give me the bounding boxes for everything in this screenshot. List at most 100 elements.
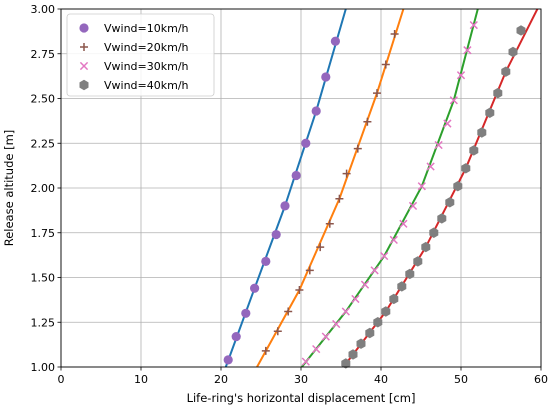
data-point-series-1	[321, 72, 331, 82]
legend-marker-series-3	[79, 61, 89, 71]
data-point-series-4	[453, 181, 463, 192]
data-point-series-2	[381, 60, 390, 69]
data-point-series-3	[380, 251, 389, 261]
data-point-series-1	[291, 170, 301, 181]
legend-label: Vwind=30km/h	[104, 60, 189, 73]
data-point-series-4	[373, 317, 383, 328]
data-point-series-1	[271, 229, 281, 240]
legend-label: Vwind=40km/h	[104, 79, 189, 92]
data-point-series-2	[363, 117, 372, 126]
data-point-series-4	[421, 241, 431, 253]
data-point-series-2	[390, 30, 399, 39]
data-point-series-4	[501, 66, 511, 77]
data-point-series-3	[449, 96, 458, 105]
y-tick-label: 1.25	[31, 316, 56, 329]
data-point-series-1	[223, 355, 233, 365]
y-tick-label: 2.25	[31, 137, 56, 150]
data-point-series-1	[241, 308, 251, 318]
data-point-series-3	[351, 294, 360, 304]
data-point-series-1	[280, 201, 290, 211]
data-point-series-4	[469, 145, 479, 156]
data-point-series-3	[443, 119, 452, 128]
data-point-series-3	[370, 266, 379, 275]
x-tick-label: 60	[534, 373, 548, 386]
x-tick-label: 10	[134, 373, 148, 386]
data-markers	[223, 20, 526, 369]
data-point-series-4	[477, 127, 487, 138]
legend-label: Vwind=20km/h	[104, 41, 189, 54]
data-point-series-4	[516, 25, 526, 36]
x-tick-label: 50	[454, 373, 468, 386]
data-point-series-2	[373, 89, 381, 98]
data-point-series-4	[365, 327, 375, 339]
data-point-series-2	[305, 266, 314, 275]
y-tick-label: 2.75	[31, 48, 56, 61]
data-point-series-2	[353, 144, 362, 153]
y-tick-label: 1.75	[31, 227, 56, 240]
data-point-series-2	[342, 169, 351, 178]
data-point-series-2	[284, 307, 293, 316]
data-point-series-1	[311, 106, 321, 116]
y-tick-label: 1.00	[31, 361, 56, 374]
data-point-series-4	[389, 293, 399, 305]
y-tick-label: 2.00	[31, 182, 56, 195]
data-point-series-4	[397, 281, 407, 292]
x-axis-label: Life-ring's horizontal displacement [cm]	[187, 391, 416, 405]
data-point-series-2	[335, 194, 344, 203]
data-point-series-2	[316, 243, 325, 252]
data-point-series-3	[360, 280, 370, 289]
data-point-series-4	[381, 306, 391, 317]
legend: Vwind=10km/h Vwind=20km/h Vwind=30km/h Vwin…	[66, 13, 215, 97]
data-point-series-4	[485, 107, 495, 119]
data-point-series-3	[469, 20, 478, 30]
data-point-series-3	[426, 162, 435, 171]
data-point-series-4	[461, 163, 471, 174]
data-point-series-3	[399, 219, 408, 228]
data-point-series-2	[261, 346, 270, 355]
y-tick-label: 1.50	[31, 272, 56, 285]
legend-box	[66, 13, 215, 97]
data-point-series-4	[493, 87, 503, 99]
data-point-series-4	[445, 197, 455, 208]
data-point-series-1	[301, 138, 311, 148]
data-point-series-4	[356, 338, 366, 349]
data-point-series-3	[341, 307, 350, 316]
data-point-series-1	[250, 283, 260, 293]
data-point-series-3	[389, 235, 398, 245]
x-tick-label: 30	[294, 373, 308, 386]
data-point-series-2	[273, 327, 282, 336]
data-point-series-3	[408, 201, 418, 211]
data-point-series-3	[434, 140, 443, 150]
x-tick-label: 40	[374, 373, 388, 386]
legend-marker-series-4	[79, 79, 89, 91]
data-point-series-2	[325, 219, 334, 228]
data-point-series-3	[456, 71, 466, 80]
data-point-series-4	[341, 358, 351, 369]
axis-ticks: 0 10 20 30 40 50 60 1.00 1.25 1.50 1.75 2.00 2.25 2.5…	[31, 3, 549, 386]
data-point-series-4	[429, 227, 439, 238]
y-tick-label: 2.50	[31, 93, 56, 106]
data-point-series-3	[312, 344, 321, 354]
legend-marker-series-2	[80, 43, 88, 51]
data-point-series-4	[405, 268, 415, 280]
data-point-series-3	[301, 357, 310, 366]
data-point-series-1	[330, 36, 340, 46]
data-point-series-4	[348, 349, 358, 360]
legend-marker-series-1	[79, 23, 89, 33]
data-point-series-4	[437, 213, 447, 224]
legend-label: Vwind=10km/h	[104, 22, 189, 35]
y-axis-label: Release altitude [m]	[2, 130, 16, 247]
data-point-series-3	[332, 319, 341, 329]
data-point-series-3	[417, 182, 426, 191]
data-point-series-3	[321, 332, 330, 341]
data-point-series-1	[261, 256, 271, 266]
x-tick-label: 0	[58, 373, 65, 386]
x-tick-label: 20	[214, 373, 228, 386]
data-point-series-4	[413, 256, 423, 267]
y-tick-label: 3.00	[31, 3, 56, 16]
data-point-series-4	[508, 46, 518, 58]
data-point-series-3	[463, 46, 472, 55]
data-point-series-1	[231, 331, 241, 342]
